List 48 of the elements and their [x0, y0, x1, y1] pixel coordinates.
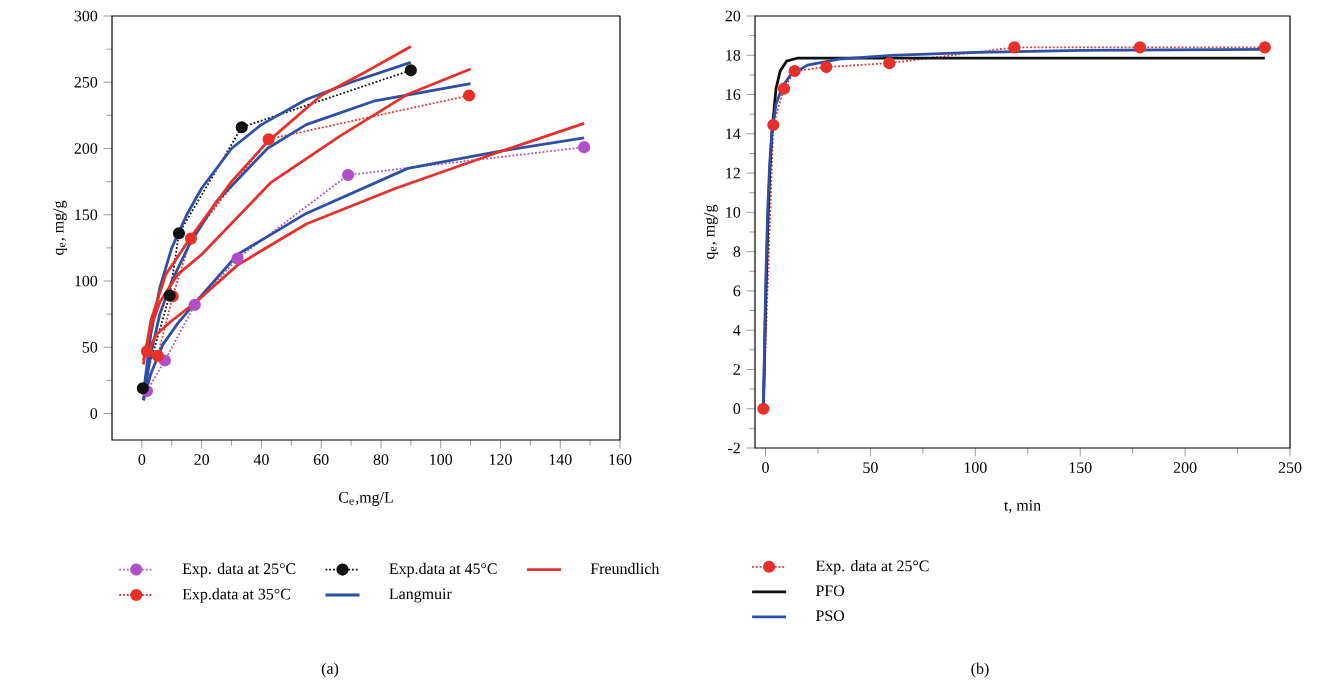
- y-tick-label: 50: [82, 341, 98, 353]
- legend-label: PSO: [815, 610, 845, 622]
- y-tick-label: 300: [74, 10, 98, 22]
- y-tick-label: 14: [726, 128, 741, 140]
- y-tick-label: 0: [90, 408, 98, 419]
- text: (a): [321, 662, 339, 678]
- legend-label: Exp.data at 35°C: [182, 588, 290, 603]
- y-tick-label: 6: [733, 285, 741, 297]
- text: (b): [971, 662, 989, 678]
- y-axis-title: q$_{e}$, mg/g: [703, 204, 718, 259]
- legend-label: Exp. data at 25°C: [815, 560, 929, 575]
- x-tick-label: 100: [430, 454, 453, 465]
- legend-label: Exp. data at 25°C: [182, 562, 296, 578]
- x-tick-label: 80: [373, 454, 389, 465]
- x-tick-label: 250: [1278, 462, 1302, 473]
- y-tick-label: -2: [728, 442, 740, 454]
- y-tick-label: 200: [74, 143, 98, 154]
- y-tick-label: 12: [726, 167, 740, 179]
- x-axis-title: t, min: [1004, 499, 1041, 513]
- y-tick-label: 8: [733, 246, 741, 258]
- x-tick-label: 50: [863, 462, 878, 473]
- y-tick-label: 10: [726, 206, 741, 218]
- y-tick-label: 100: [75, 275, 98, 287]
- x-tick-label: 150: [1069, 462, 1092, 473]
- x-tick-label: 100: [964, 462, 987, 473]
- x-tick-label: 60: [313, 454, 329, 465]
- y-axis-title: q$_{e}$, mg/g: [52, 200, 67, 255]
- x-tick-label: 0: [762, 462, 769, 473]
- legend-label: PFO: [815, 585, 845, 597]
- x-tick-label: 40: [253, 454, 269, 465]
- y-tick-label: 4: [733, 324, 741, 336]
- x-tick-label: 120: [489, 454, 512, 465]
- x-tick-label: 200: [1173, 462, 1197, 473]
- x-tick-label: 20: [194, 454, 210, 465]
- x-axis-title: C$_{e}$,mg/L: [338, 491, 393, 506]
- y-tick-label: 0: [733, 403, 741, 415]
- y-tick-label: 150: [75, 209, 98, 221]
- legend-label: Freundlich: [590, 562, 660, 575]
- y-tick-label: 250: [74, 76, 98, 88]
- x-tick-label: 0: [138, 454, 146, 465]
- y-tick-label: 16: [726, 89, 741, 100]
- y-tick-label: 18: [726, 49, 741, 61]
- y-tick-label: 20: [725, 10, 741, 22]
- legend-label: Langmuir: [389, 588, 452, 603]
- x-tick-label: 160: [609, 454, 632, 465]
- legend-label: Exp.data at 45°C: [389, 562, 497, 578]
- x-tick-label: 140: [549, 454, 572, 465]
- y-tick-label: 2: [733, 364, 740, 375]
